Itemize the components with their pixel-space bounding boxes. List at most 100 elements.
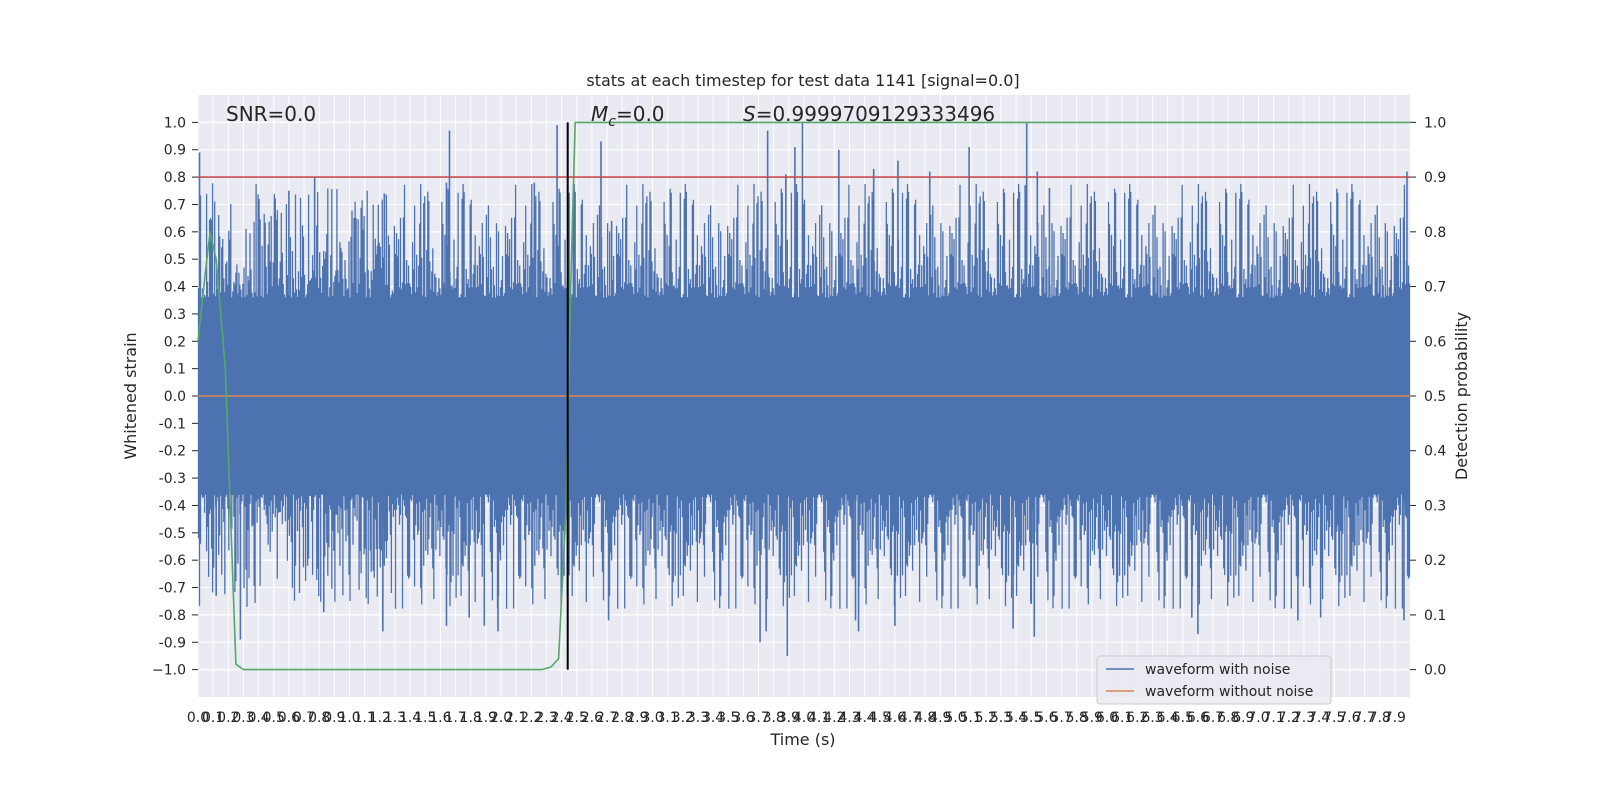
y-tick-label: 0.9 [164, 143, 186, 159]
x-tick-label: 5.5 [1020, 710, 1042, 726]
x-tick-label: 4.5 [869, 710, 891, 726]
y2-tick-label: 0.5 [1424, 389, 1446, 405]
x-tick-label: 0.3 [232, 710, 254, 726]
y-tick-label: 0.0 [164, 389, 186, 405]
x-tick-label: 5.4 [1005, 710, 1027, 726]
legend-label-waveform-without-noise: waveform without noise [1145, 684, 1313, 700]
x-tick-label: 0.2 [217, 710, 239, 726]
y2-tick-label: 0.0 [1424, 663, 1446, 679]
y-tick-label: -0.7 [159, 581, 186, 597]
x-tick-label: 7.1 [1263, 710, 1285, 726]
x-tick-label: 4.0 [793, 710, 815, 726]
x-tick-label: 2.6 [581, 710, 603, 726]
y2-tick-label: 0.7 [1424, 280, 1446, 296]
x-tick-label: 5.9 [1081, 710, 1103, 726]
y-tick-label: −1.0 [152, 663, 186, 679]
y2-axis-label: Detection probability [1452, 312, 1471, 480]
x-tick-label: 1.7 [444, 710, 466, 726]
y-axis-ticks: 1.0 0.9 0.8 0.7 0.6 0.5 0.4 0.3 0.2 0.1 0.0 -0.1 -0.… [152, 115, 198, 679]
legend-label-waveform-with-noise: waveform with noise [1145, 662, 1290, 678]
x-tick-label: 3.4 [702, 710, 724, 726]
x-tick-label: 2.3 [535, 710, 557, 726]
x-tick-label: 1.9 [475, 710, 497, 726]
y-tick-label: -0.3 [159, 471, 186, 487]
mc-symbol: M [591, 102, 608, 126]
x-tick-label: 7.9 [1384, 710, 1406, 726]
x-tick-label: 0.0 [187, 710, 209, 726]
x-tick-label: 6.9 [1232, 710, 1254, 726]
y-tick-label: -0.1 [159, 416, 186, 432]
x-tick-label: 7.8 [1369, 710, 1391, 726]
x-tick-label: 2.8 [611, 710, 633, 726]
x-tick-label: 0.8 [308, 710, 330, 726]
x-tick-label: 7.3 [1293, 710, 1315, 726]
x-tick-label: 3.9 [778, 710, 800, 726]
x-tick-label: 3.1 [657, 710, 679, 726]
y2-tick-label: 0.6 [1424, 334, 1446, 350]
x-tick-label: 6.5 [1172, 710, 1194, 726]
y2-tick-label: 0.9 [1424, 170, 1446, 186]
x-tick-label: 4.6 [884, 710, 906, 726]
y-tick-label: 0.5 [164, 252, 186, 268]
s-value: =0.9999709129333496 [756, 102, 995, 126]
y2-tick-label: 0.1 [1424, 608, 1446, 624]
x-tick-label: 0.6 [278, 710, 300, 726]
y-tick-label: 0.4 [164, 280, 186, 296]
x-tick-label: 1.6 [429, 710, 451, 726]
x-axis-label: Time (s) [769, 730, 835, 749]
x-tick-label: 0.5 [263, 710, 285, 726]
x-tick-label: 1.4 [399, 710, 421, 726]
legend: waveform with noise waveform without noi… [1096, 655, 1332, 705]
x-tick-label: 4.1 [808, 710, 830, 726]
x-tick-label: 6.0 [1096, 710, 1118, 726]
x-tick-label: 1.8 [460, 710, 482, 726]
y2-tick-label: 0.4 [1424, 444, 1446, 460]
x-tick-label: 5.6 [1035, 710, 1057, 726]
chart-title: stats at each timestep for test data 114… [586, 71, 1019, 90]
x-tick-label: 1.3 [384, 710, 406, 726]
x-tick-label: 2.9 [626, 710, 648, 726]
x-tick-label: 1.1 [354, 710, 376, 726]
s-annotation: S=0.9999709129333496 [743, 102, 995, 126]
x-tick-label: 1.0 [338, 710, 360, 726]
x-tick-label: 3.8 [763, 710, 785, 726]
x-tick-label: 2.7 [596, 710, 618, 726]
x-tick-label: 6.6 [1187, 710, 1209, 726]
mc-value: =0.0 [616, 102, 665, 126]
x-tick-label: 7.7 [1353, 710, 1375, 726]
x-tick-label: 0.4 [247, 710, 269, 726]
overlay-series [197, 121, 1410, 671]
s-symbol: S [743, 102, 756, 126]
x-tick-label: 5.1 [960, 710, 982, 726]
y2-tick-label: 0.2 [1424, 553, 1446, 569]
x-tick-label: 6.7 [1202, 710, 1224, 726]
x-tick-label: 6.3 [1141, 710, 1163, 726]
snr-annotation: SNR=0.0 [226, 102, 316, 126]
y-tick-label: 0.6 [164, 225, 186, 241]
y-tick-label: 0.2 [164, 334, 186, 350]
x-tick-label: 7.4 [1308, 710, 1330, 726]
x-tick-label: 6.1 [1111, 710, 1133, 726]
x-tick-label: 5.7 [1050, 710, 1072, 726]
legend-box [1096, 655, 1332, 705]
x-tick-label: 3.0 [641, 710, 663, 726]
mc-annotation: Mc=0.0 [591, 102, 665, 130]
x-tick-label: 6.8 [1217, 710, 1239, 726]
x-tick-label: 7.0 [1247, 710, 1269, 726]
x-tick-label: 6.4 [1156, 710, 1178, 726]
y-tick-label: -0.8 [159, 608, 186, 624]
mc-subscript: c [608, 114, 616, 130]
y2-tick-label: 1.0 [1424, 115, 1446, 131]
x-tick-label: 0.9 [323, 710, 345, 726]
x-tick-label: 2.4 [550, 710, 572, 726]
x-tick-label: 5.8 [1066, 710, 1088, 726]
x-tick-label: 7.6 [1338, 710, 1360, 726]
x-tick-label: 1.5 [414, 710, 436, 726]
x-tick-label: 5.3 [990, 710, 1012, 726]
x-tick-label: 2.2 [520, 710, 542, 726]
x-tick-label: 1.2 [369, 710, 391, 726]
y-tick-label: -0.5 [159, 526, 186, 542]
y2-axis-ticks: 1.0 0.9 0.8 0.7 0.6 0.5 0.4 0.3 0.2 0.1 0.0 [1410, 115, 1446, 679]
x-tick-label: 4.7 [899, 710, 921, 726]
